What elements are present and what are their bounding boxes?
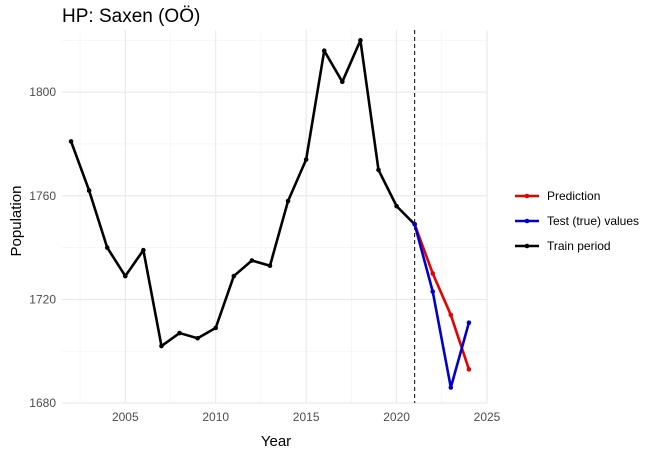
series-point-train-period — [141, 247, 146, 253]
series-point-train-period — [231, 273, 237, 279]
series-point-prediction — [448, 312, 454, 318]
series-point-train-period — [285, 198, 291, 204]
x-tick-label: 2025 — [474, 410, 501, 424]
series-point-train-period — [358, 38, 363, 43]
legend-label-test-true-values: Test (true) values — [547, 214, 639, 228]
series-point-test-true-values — [430, 289, 436, 294]
series-line-prediction — [413, 222, 471, 371]
series-point-train-period — [68, 139, 74, 144]
series-point-train-period — [394, 203, 399, 209]
y-tick-label: 1720 — [29, 292, 56, 306]
y-tick-label: 1760 — [29, 189, 56, 203]
legend-key-point-test-true-values — [524, 218, 530, 224]
x-axis-title: Year — [261, 433, 291, 450]
series-point-train-period — [376, 167, 381, 173]
series-point-train-period — [122, 273, 128, 279]
series-point-prediction — [466, 367, 472, 372]
x-tick-label: 2020 — [383, 410, 410, 424]
legend: Prediction Test (true) values Train period — [515, 189, 639, 253]
legend-label-prediction: Prediction — [547, 189, 600, 203]
series-point-train-period — [177, 330, 182, 336]
legend-key-point-train-period — [524, 243, 530, 249]
series-point-test-true-values — [412, 221, 417, 227]
series-line-test-true-values — [413, 222, 471, 389]
x-tick-label: 2015 — [293, 410, 320, 424]
series-point-train-period — [104, 245, 110, 250]
x-tick-label: 2005 — [112, 410, 139, 424]
series-point-train-period — [303, 157, 309, 162]
series-point-train-period — [159, 343, 164, 349]
chart-title: HP: Saxen (OÖ) — [62, 6, 201, 27]
series-point-test-true-values — [448, 385, 454, 390]
grid — [62, 30, 488, 404]
series-point-train-period — [321, 48, 327, 54]
series-point-train-period — [267, 263, 273, 269]
series-line-train-period — [69, 39, 416, 348]
series-point-train-period — [213, 325, 219, 331]
x-tick-label: 2010 — [202, 410, 229, 424]
series-layer — [68, 38, 472, 390]
series-point-train-period — [86, 188, 92, 193]
y-tick-label: 1800 — [29, 85, 56, 99]
series-point-test-true-values — [466, 320, 472, 326]
series-point-train-period — [249, 258, 255, 263]
legend-key-point-prediction — [524, 193, 530, 199]
y-tick-label: 1680 — [29, 396, 56, 410]
axis-layer: 2005 2010 2015 2020 2025 1680 1720 1760 1800 — [29, 85, 500, 424]
series-point-prediction — [430, 271, 436, 276]
y-axis-title: Population — [8, 186, 25, 257]
legend-label-train-period: Train period — [547, 239, 611, 253]
series-point-train-period — [195, 335, 200, 341]
series-point-train-period — [340, 79, 345, 85]
